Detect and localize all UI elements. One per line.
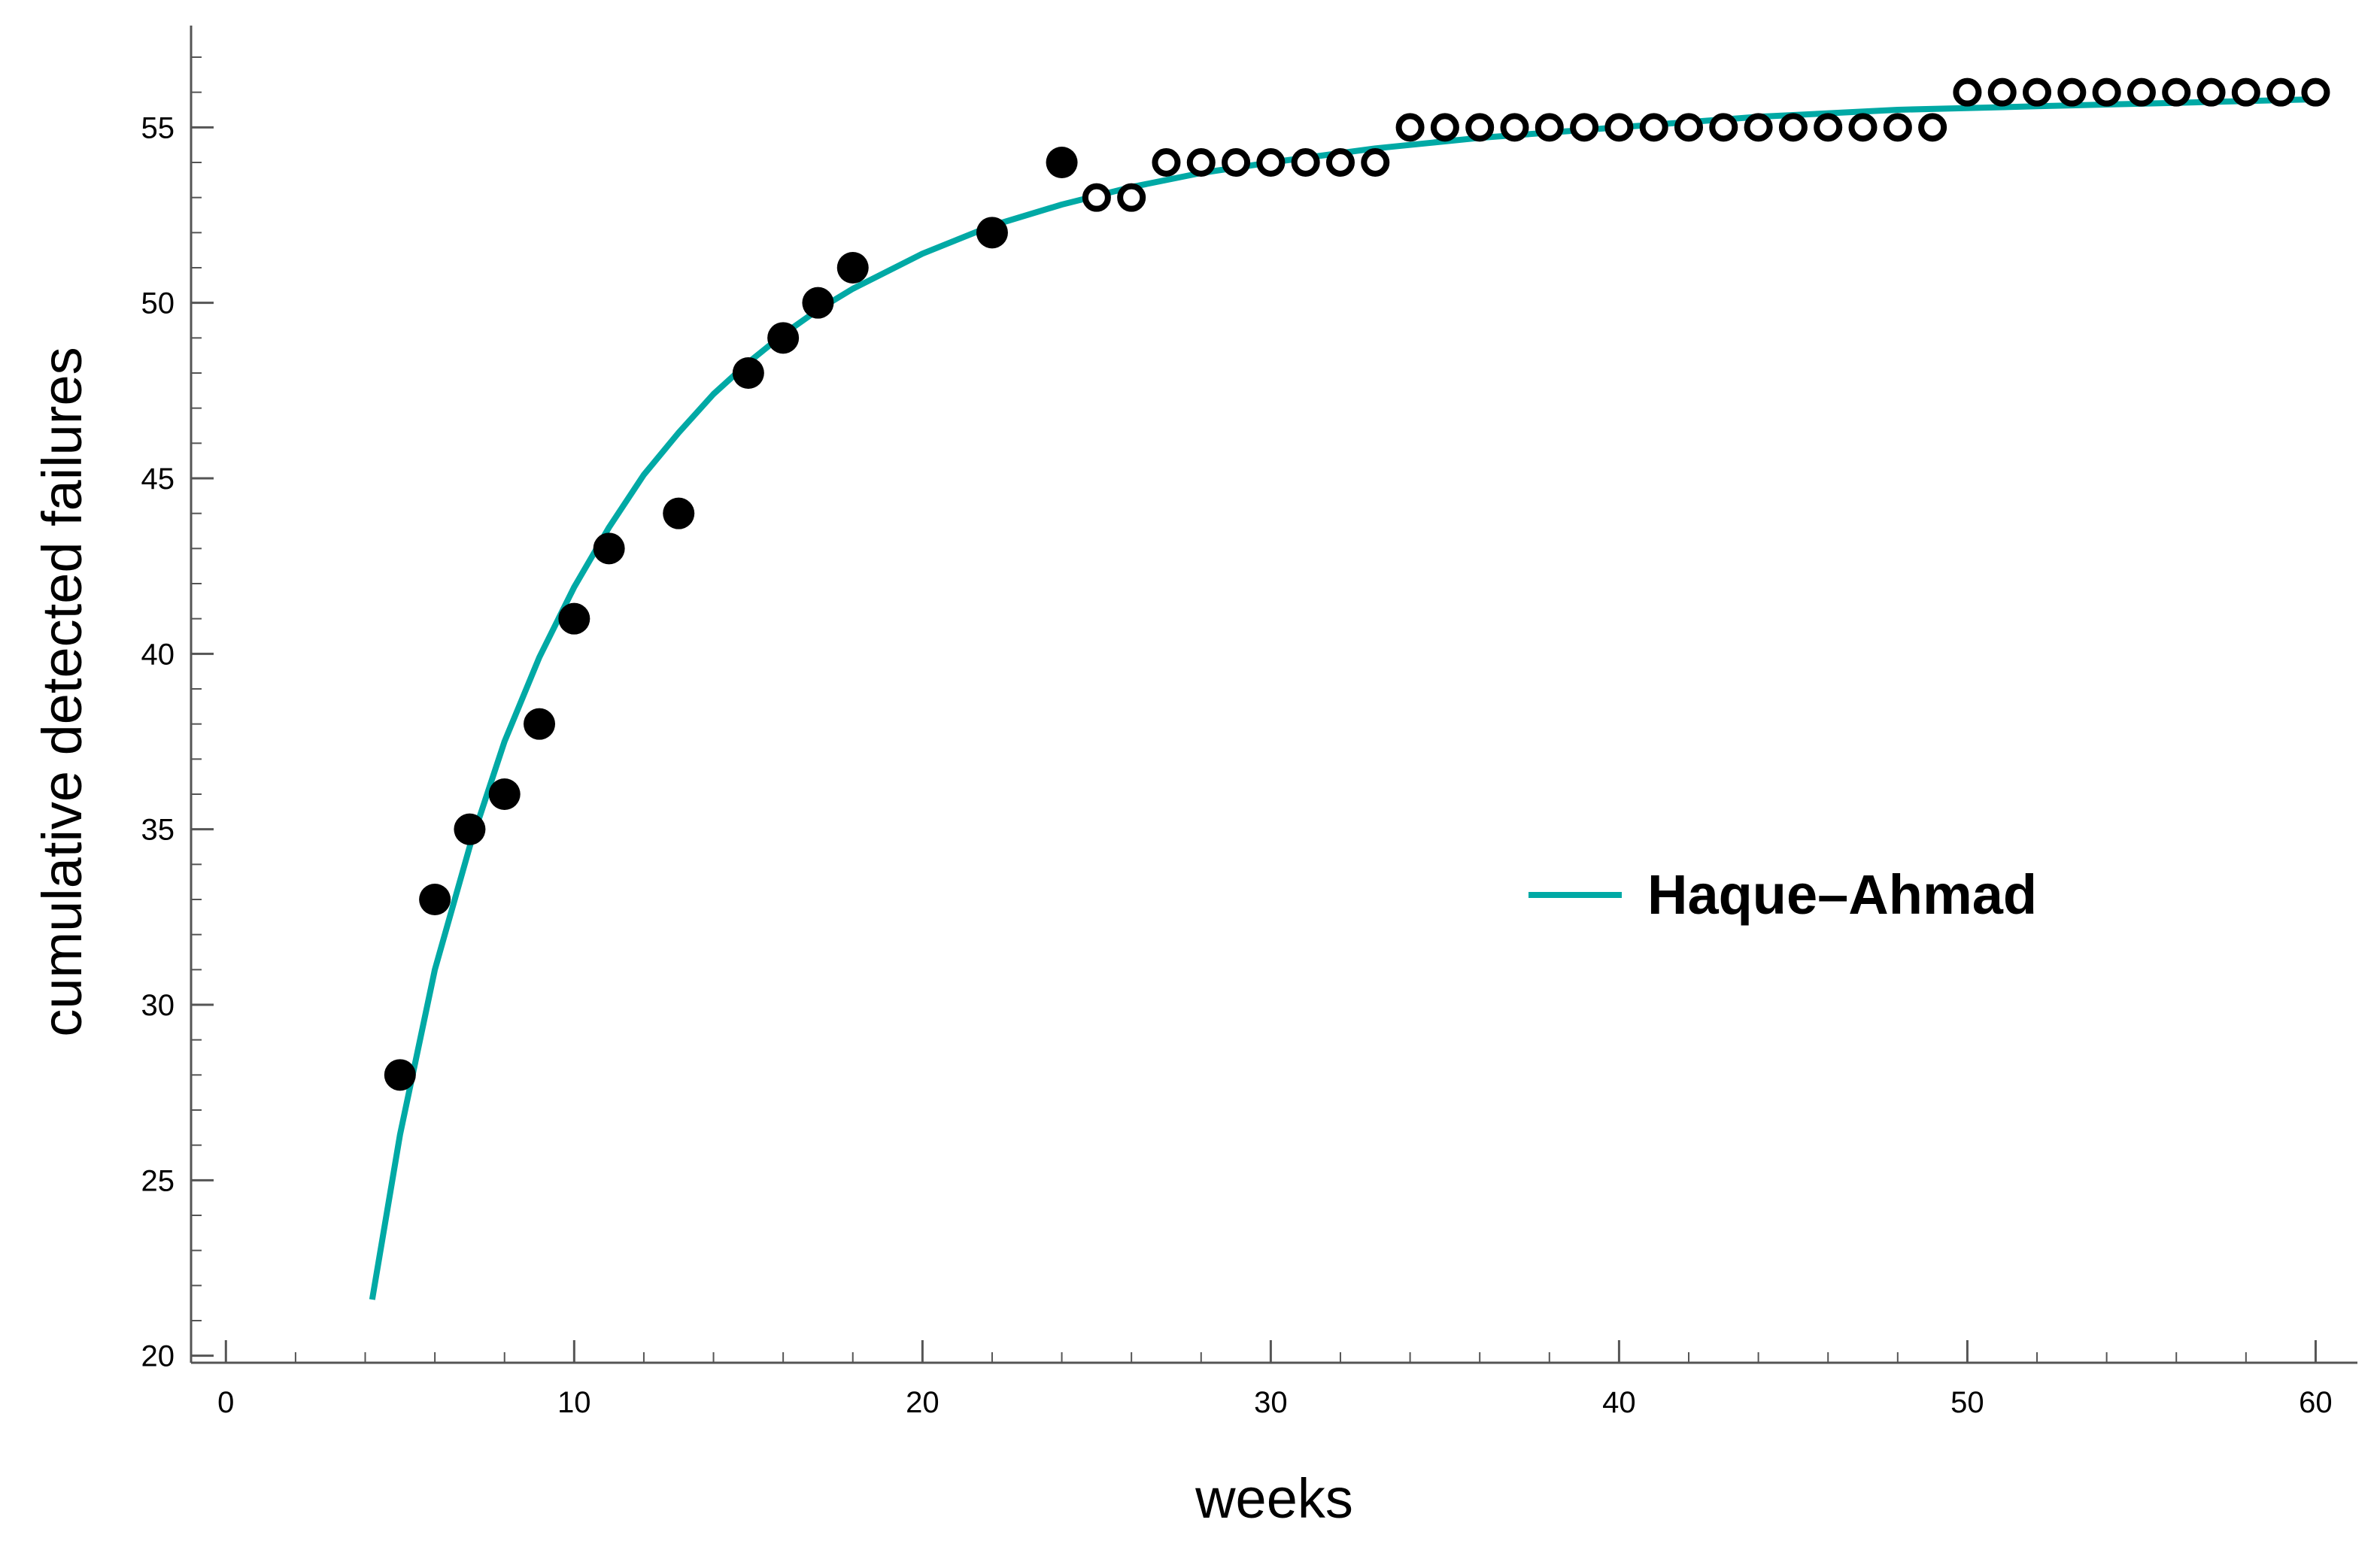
data-point-open <box>2023 77 2052 107</box>
points-layer <box>384 77 2330 1091</box>
fit-layer <box>369 96 2316 1300</box>
data-point-open <box>1395 113 1425 142</box>
x-axis-title: weeks <box>1195 1467 1353 1530</box>
data-point-open <box>2301 77 2330 107</box>
data-point-open <box>1500 113 1529 142</box>
x-tick-label: 20 <box>906 1386 940 1419</box>
data-point-open <box>1604 113 1634 142</box>
x-tick-label: 50 <box>1950 1386 1984 1419</box>
data-point-filled <box>802 287 834 319</box>
data-point-filled <box>663 497 695 529</box>
data-point-filled <box>558 602 590 635</box>
data-point-open <box>1152 148 1181 177</box>
data-point-filled <box>384 1059 416 1091</box>
data-point-open <box>1222 148 1251 177</box>
data-point-open <box>2196 77 2226 107</box>
data-point-filled <box>767 322 800 354</box>
data-point-open <box>1082 183 1111 212</box>
data-point-filled <box>836 252 869 284</box>
legend: Haque–Ahmad <box>1528 863 2037 926</box>
x-tick-label: 60 <box>2299 1386 2333 1419</box>
data-point-open <box>1778 113 1808 142</box>
y-tick-label: 20 <box>141 1340 175 1373</box>
data-point-open <box>1639 113 1668 142</box>
data-point-open <box>2231 77 2260 107</box>
data-point-filled <box>488 778 521 810</box>
data-point-open <box>1256 148 1286 177</box>
y-tick-label: 35 <box>141 814 175 847</box>
data-point-open <box>1465 113 1495 142</box>
y-tick-label: 30 <box>141 989 175 1022</box>
data-point-open <box>1430 113 1459 142</box>
y-tick-label: 55 <box>141 111 175 144</box>
data-point-filled <box>454 813 486 845</box>
data-point-filled <box>593 532 625 565</box>
data-point-open <box>2266 77 2296 107</box>
data-point-open <box>1674 113 1703 142</box>
data-point-open <box>1117 183 1146 212</box>
fit-curve-haque-ahmad <box>369 96 2316 1300</box>
x-tick-label: 30 <box>1254 1386 1288 1419</box>
data-point-filled <box>1046 147 1078 178</box>
data-point-filled <box>419 884 451 915</box>
data-point-open <box>1186 148 1216 177</box>
data-point-filled <box>524 708 556 740</box>
y-tick-label: 50 <box>141 287 175 320</box>
data-point-open <box>1325 148 1355 177</box>
data-point-open <box>1883 113 1912 142</box>
y-tick-label: 40 <box>141 638 175 671</box>
x-tick-label: 0 <box>217 1386 234 1419</box>
y-tick-label: 25 <box>141 1164 175 1197</box>
axes: 0 10 20 30 40 50 60 20 25 30 35 40 45 50 55 <box>141 26 2357 1419</box>
data-point-open <box>1709 113 1738 142</box>
data-point-open <box>1570 113 1599 142</box>
data-point-open <box>1814 113 1843 142</box>
y-tick-label: 45 <box>141 463 175 496</box>
data-point-open <box>1535 113 1564 142</box>
x-tick-label: 10 <box>557 1386 591 1419</box>
data-point-filled <box>732 357 764 389</box>
legend-label-haque-ahmad: Haque–Ahmad <box>1647 863 2037 926</box>
data-point-open <box>1744 113 1773 142</box>
data-point-open <box>1918 113 1947 142</box>
data-point-filled <box>976 217 1008 249</box>
data-point-open <box>2092 77 2121 107</box>
x-tick-label: 40 <box>1602 1386 1636 1419</box>
data-point-open <box>1361 148 1390 177</box>
data-point-open <box>2127 77 2156 107</box>
data-point-open <box>2057 77 2087 107</box>
y-axis-title: cumulative detected failures <box>31 347 93 1036</box>
data-point-open <box>2162 77 2191 107</box>
data-point-open <box>1848 113 1878 142</box>
data-point-open <box>1953 77 1982 107</box>
data-point-open <box>1987 77 2017 107</box>
data-point-open <box>1291 148 1320 177</box>
